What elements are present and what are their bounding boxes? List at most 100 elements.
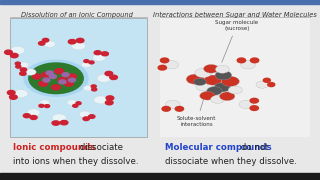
Circle shape bbox=[15, 62, 20, 65]
Circle shape bbox=[165, 100, 180, 109]
Bar bbox=[0, 0, 320, 4]
Circle shape bbox=[196, 82, 212, 91]
Circle shape bbox=[52, 85, 60, 90]
Circle shape bbox=[43, 78, 50, 82]
Circle shape bbox=[79, 111, 91, 118]
Circle shape bbox=[101, 52, 108, 56]
Circle shape bbox=[19, 62, 29, 68]
Circle shape bbox=[194, 78, 206, 86]
Circle shape bbox=[4, 50, 12, 54]
Circle shape bbox=[27, 109, 40, 116]
Circle shape bbox=[25, 69, 36, 75]
Circle shape bbox=[91, 85, 96, 88]
Circle shape bbox=[29, 63, 83, 94]
Circle shape bbox=[82, 62, 91, 68]
Circle shape bbox=[62, 73, 69, 77]
Circle shape bbox=[44, 41, 55, 47]
Circle shape bbox=[7, 91, 15, 95]
Circle shape bbox=[52, 121, 60, 125]
Circle shape bbox=[49, 75, 56, 78]
Circle shape bbox=[44, 105, 50, 107]
Circle shape bbox=[106, 96, 114, 100]
Circle shape bbox=[10, 95, 17, 99]
Circle shape bbox=[250, 98, 259, 103]
Circle shape bbox=[11, 46, 25, 54]
Text: Dissolution of an Ionic Compound: Dissolution of an Ionic Compound bbox=[21, 12, 133, 18]
Text: Interactions between Sugar and Water Molecules: Interactions between Sugar and Water Mol… bbox=[153, 12, 317, 18]
Circle shape bbox=[59, 80, 66, 84]
Circle shape bbox=[215, 65, 229, 73]
Circle shape bbox=[200, 91, 215, 100]
Circle shape bbox=[60, 120, 68, 125]
Text: dissociate when they dissolve.: dissociate when they dissolve. bbox=[165, 158, 297, 166]
Circle shape bbox=[38, 42, 45, 45]
Text: dissociate: dissociate bbox=[77, 143, 123, 152]
Circle shape bbox=[64, 81, 73, 86]
Circle shape bbox=[215, 71, 232, 80]
Circle shape bbox=[16, 65, 21, 68]
Circle shape bbox=[14, 90, 28, 98]
Circle shape bbox=[43, 38, 49, 42]
Circle shape bbox=[11, 53, 18, 58]
Circle shape bbox=[39, 104, 44, 107]
Circle shape bbox=[84, 60, 89, 62]
Circle shape bbox=[220, 92, 235, 101]
Circle shape bbox=[237, 58, 245, 63]
Circle shape bbox=[46, 71, 53, 75]
Circle shape bbox=[195, 68, 212, 78]
Circle shape bbox=[42, 72, 51, 77]
Text: Ionic compounds: Ionic compounds bbox=[13, 143, 95, 152]
Circle shape bbox=[105, 100, 113, 105]
Circle shape bbox=[30, 116, 37, 120]
Circle shape bbox=[164, 61, 179, 69]
Circle shape bbox=[228, 86, 242, 94]
Text: do not: do not bbox=[238, 143, 269, 152]
Circle shape bbox=[241, 61, 255, 69]
Circle shape bbox=[58, 78, 67, 83]
Bar bbox=[0, 173, 320, 180]
Circle shape bbox=[239, 100, 254, 109]
Circle shape bbox=[97, 74, 111, 82]
Circle shape bbox=[162, 107, 170, 111]
Circle shape bbox=[23, 114, 30, 118]
Circle shape bbox=[214, 83, 231, 92]
Circle shape bbox=[94, 96, 108, 104]
Circle shape bbox=[67, 100, 77, 105]
Circle shape bbox=[20, 72, 26, 75]
Circle shape bbox=[52, 114, 66, 122]
Circle shape bbox=[204, 75, 222, 85]
Text: Molecular compounds: Molecular compounds bbox=[165, 143, 271, 152]
Circle shape bbox=[68, 74, 76, 79]
Circle shape bbox=[68, 40, 76, 44]
Circle shape bbox=[40, 100, 50, 105]
Circle shape bbox=[251, 58, 259, 63]
Circle shape bbox=[207, 87, 222, 95]
Circle shape bbox=[76, 102, 81, 105]
Circle shape bbox=[68, 78, 76, 82]
Circle shape bbox=[94, 51, 101, 55]
Circle shape bbox=[221, 76, 239, 86]
Circle shape bbox=[263, 78, 270, 82]
Circle shape bbox=[39, 81, 48, 86]
Circle shape bbox=[110, 75, 117, 80]
Circle shape bbox=[32, 74, 41, 79]
Circle shape bbox=[250, 106, 259, 111]
Circle shape bbox=[20, 68, 27, 72]
Circle shape bbox=[211, 95, 225, 103]
Circle shape bbox=[73, 104, 78, 107]
Bar bbox=[160, 18, 310, 137]
Bar bbox=[10, 18, 147, 137]
Circle shape bbox=[24, 60, 88, 96]
Circle shape bbox=[158, 65, 166, 70]
Circle shape bbox=[175, 107, 184, 111]
Circle shape bbox=[89, 61, 94, 64]
Circle shape bbox=[83, 117, 89, 121]
Circle shape bbox=[160, 58, 169, 63]
Circle shape bbox=[268, 83, 275, 87]
Circle shape bbox=[89, 115, 95, 118]
Circle shape bbox=[93, 54, 106, 61]
Circle shape bbox=[204, 64, 219, 73]
Circle shape bbox=[55, 69, 64, 74]
Text: Solute-solvent
interactions: Solute-solvent interactions bbox=[177, 87, 217, 127]
Circle shape bbox=[76, 38, 84, 43]
